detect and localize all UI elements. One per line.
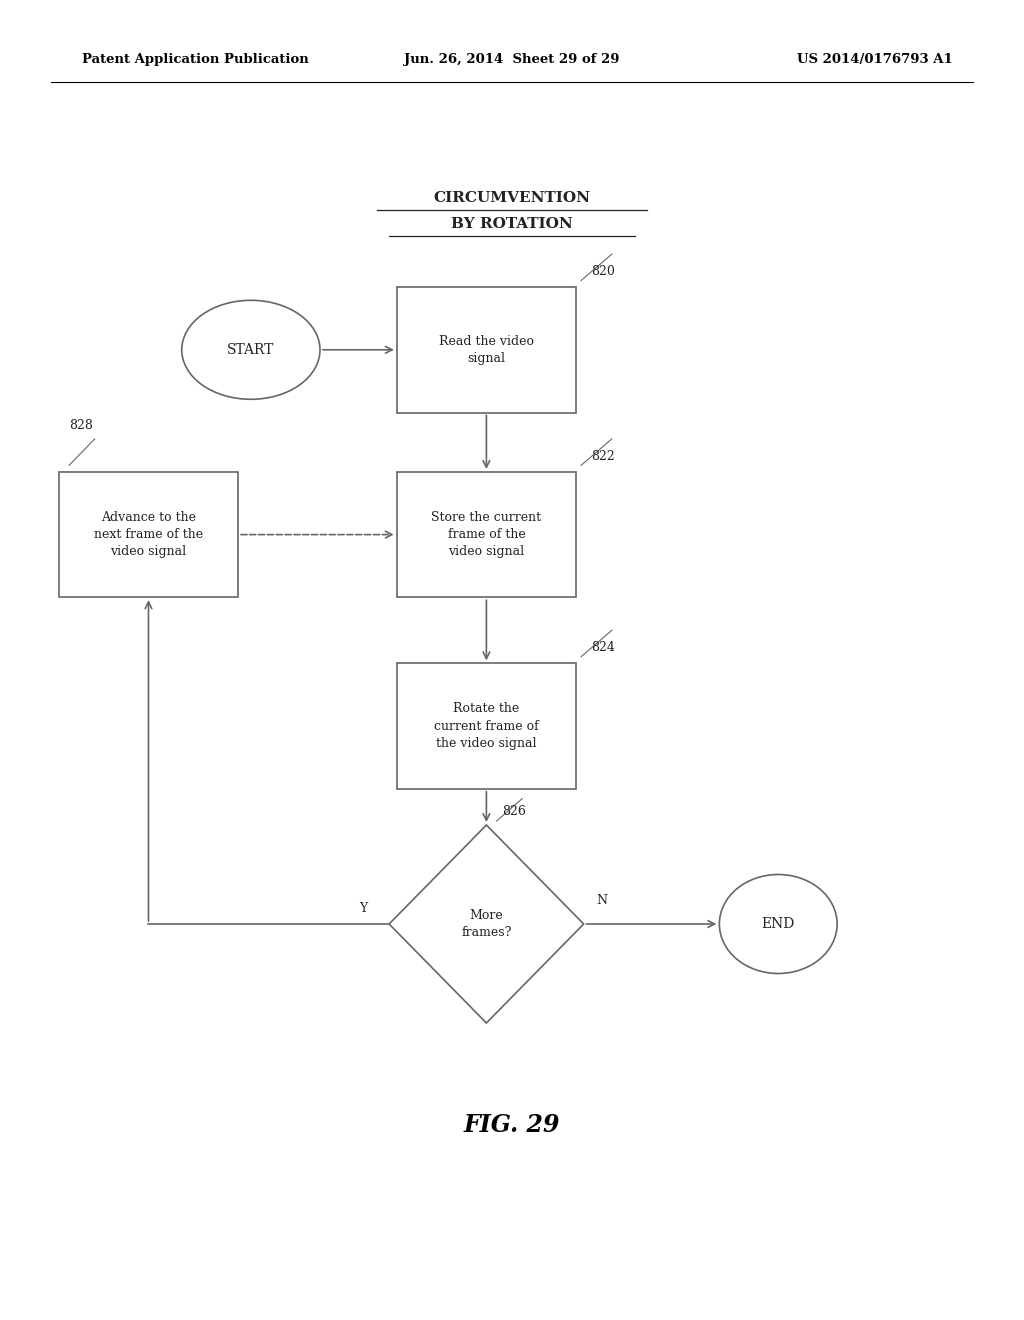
FancyBboxPatch shape <box>396 663 575 788</box>
FancyBboxPatch shape <box>396 473 575 597</box>
Text: END: END <box>762 917 795 931</box>
Text: 820: 820 <box>592 265 615 277</box>
Text: 822: 822 <box>592 450 615 462</box>
Text: Rotate the
current frame of
the video signal: Rotate the current frame of the video si… <box>434 702 539 750</box>
Text: Y: Y <box>359 902 368 915</box>
Ellipse shape <box>182 301 319 400</box>
Text: More
frames?: More frames? <box>461 909 512 939</box>
Text: Read the video
signal: Read the video signal <box>439 335 534 364</box>
Text: START: START <box>227 343 274 356</box>
Text: 828: 828 <box>69 420 93 432</box>
Text: 826: 826 <box>502 805 525 818</box>
Text: N: N <box>597 894 607 907</box>
Text: CIRCUMVENTION: CIRCUMVENTION <box>433 191 591 205</box>
Text: Advance to the
next frame of the
video signal: Advance to the next frame of the video s… <box>94 511 203 558</box>
FancyBboxPatch shape <box>396 288 575 412</box>
Text: 824: 824 <box>592 642 615 653</box>
Polygon shape <box>389 825 584 1023</box>
Text: Jun. 26, 2014  Sheet 29 of 29: Jun. 26, 2014 Sheet 29 of 29 <box>404 53 620 66</box>
Text: BY ROTATION: BY ROTATION <box>452 218 572 231</box>
Text: FIG. 29: FIG. 29 <box>464 1113 560 1137</box>
FancyBboxPatch shape <box>58 473 238 597</box>
Text: Store the current
frame of the
video signal: Store the current frame of the video sig… <box>431 511 542 558</box>
Ellipse shape <box>719 874 838 974</box>
Text: US 2014/0176793 A1: US 2014/0176793 A1 <box>797 53 952 66</box>
Text: Patent Application Publication: Patent Application Publication <box>82 53 308 66</box>
